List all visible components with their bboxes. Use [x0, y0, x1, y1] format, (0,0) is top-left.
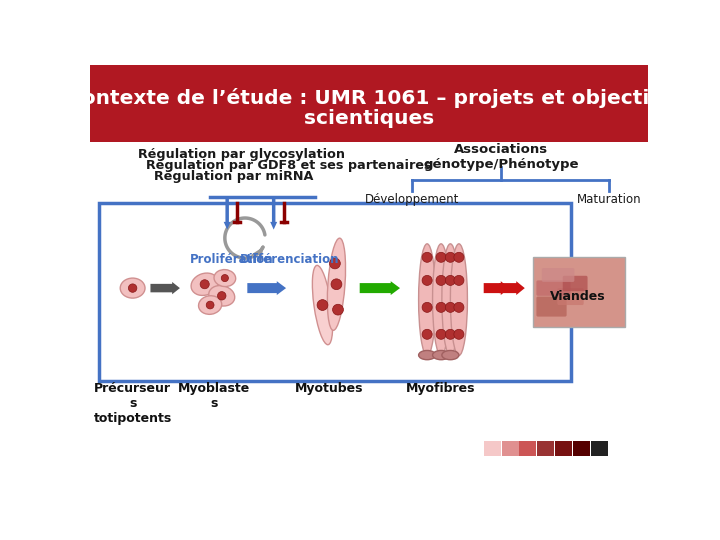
Ellipse shape: [442, 244, 459, 355]
Bar: [555, 441, 572, 456]
Circle shape: [436, 302, 446, 312]
FancyBboxPatch shape: [534, 257, 625, 327]
Text: Différenciation: Différenciation: [240, 253, 340, 266]
FancyArrow shape: [484, 281, 509, 295]
Text: Myotubes: Myotubes: [294, 382, 363, 395]
Ellipse shape: [328, 238, 346, 330]
Ellipse shape: [433, 244, 449, 355]
Text: Régulation par GDF8 et ses partenaires: Régulation par GDF8 et ses partenaires: [145, 159, 431, 172]
Ellipse shape: [214, 269, 235, 287]
Text: Précurseur
s
totipotents: Précurseur s totipotents: [94, 382, 172, 425]
Circle shape: [331, 279, 342, 289]
Circle shape: [436, 329, 446, 339]
Ellipse shape: [312, 265, 333, 345]
Circle shape: [333, 304, 343, 315]
Ellipse shape: [209, 286, 235, 306]
Text: Associations
génotype/Phénotype: Associations génotype/Phénotype: [423, 143, 578, 171]
Circle shape: [217, 292, 226, 300]
Text: Prolifération: Prolifération: [190, 253, 274, 266]
FancyBboxPatch shape: [536, 296, 567, 316]
Text: Contexte de l’étude : UMR 1061 – projets et objectifs: Contexte de l’étude : UMR 1061 – projets…: [68, 88, 670, 108]
FancyArrow shape: [248, 281, 286, 295]
Bar: [537, 441, 554, 456]
Circle shape: [436, 275, 446, 286]
Circle shape: [128, 284, 137, 292]
Circle shape: [446, 275, 456, 286]
Ellipse shape: [418, 244, 436, 355]
Bar: [519, 441, 536, 456]
Ellipse shape: [120, 278, 145, 298]
Text: Myofibres: Myofibres: [406, 382, 476, 395]
Circle shape: [422, 275, 432, 286]
Circle shape: [422, 329, 432, 339]
Ellipse shape: [442, 350, 459, 360]
Text: Maturation: Maturation: [577, 193, 642, 206]
Text: Régulation par glycosylation: Régulation par glycosylation: [138, 148, 345, 161]
FancyArrow shape: [150, 282, 180, 294]
Text: scientiques: scientiques: [304, 109, 434, 128]
Ellipse shape: [451, 244, 467, 355]
Text: Régulation par miRNA: Régulation par miRNA: [153, 170, 313, 183]
Circle shape: [330, 258, 341, 269]
Ellipse shape: [191, 273, 218, 295]
Bar: [573, 441, 590, 456]
Circle shape: [454, 252, 464, 262]
FancyBboxPatch shape: [536, 280, 570, 296]
Bar: [484, 441, 500, 456]
Bar: [502, 441, 518, 456]
FancyArrow shape: [360, 281, 400, 295]
FancyBboxPatch shape: [90, 65, 648, 142]
Circle shape: [221, 274, 228, 282]
Circle shape: [454, 329, 464, 339]
FancyArrow shape: [224, 197, 230, 230]
Ellipse shape: [418, 350, 436, 360]
Bar: [590, 441, 608, 456]
Circle shape: [200, 280, 210, 289]
Circle shape: [422, 302, 432, 312]
Ellipse shape: [199, 296, 222, 314]
Circle shape: [446, 329, 456, 339]
Circle shape: [206, 301, 214, 309]
Circle shape: [454, 275, 464, 286]
Ellipse shape: [433, 350, 449, 360]
Circle shape: [446, 302, 456, 312]
Circle shape: [454, 302, 464, 312]
Text: Viandes: Viandes: [550, 289, 606, 302]
FancyArrow shape: [499, 281, 525, 295]
Circle shape: [436, 252, 446, 262]
Circle shape: [446, 252, 456, 262]
FancyArrow shape: [270, 197, 277, 230]
Circle shape: [317, 300, 328, 310]
FancyBboxPatch shape: [99, 204, 570, 381]
Text: Développement: Développement: [364, 193, 459, 206]
FancyBboxPatch shape: [557, 288, 584, 305]
Circle shape: [422, 252, 432, 262]
Text: Myoblaste
s: Myoblaste s: [178, 382, 250, 410]
FancyBboxPatch shape: [563, 276, 588, 291]
FancyBboxPatch shape: [542, 268, 575, 282]
